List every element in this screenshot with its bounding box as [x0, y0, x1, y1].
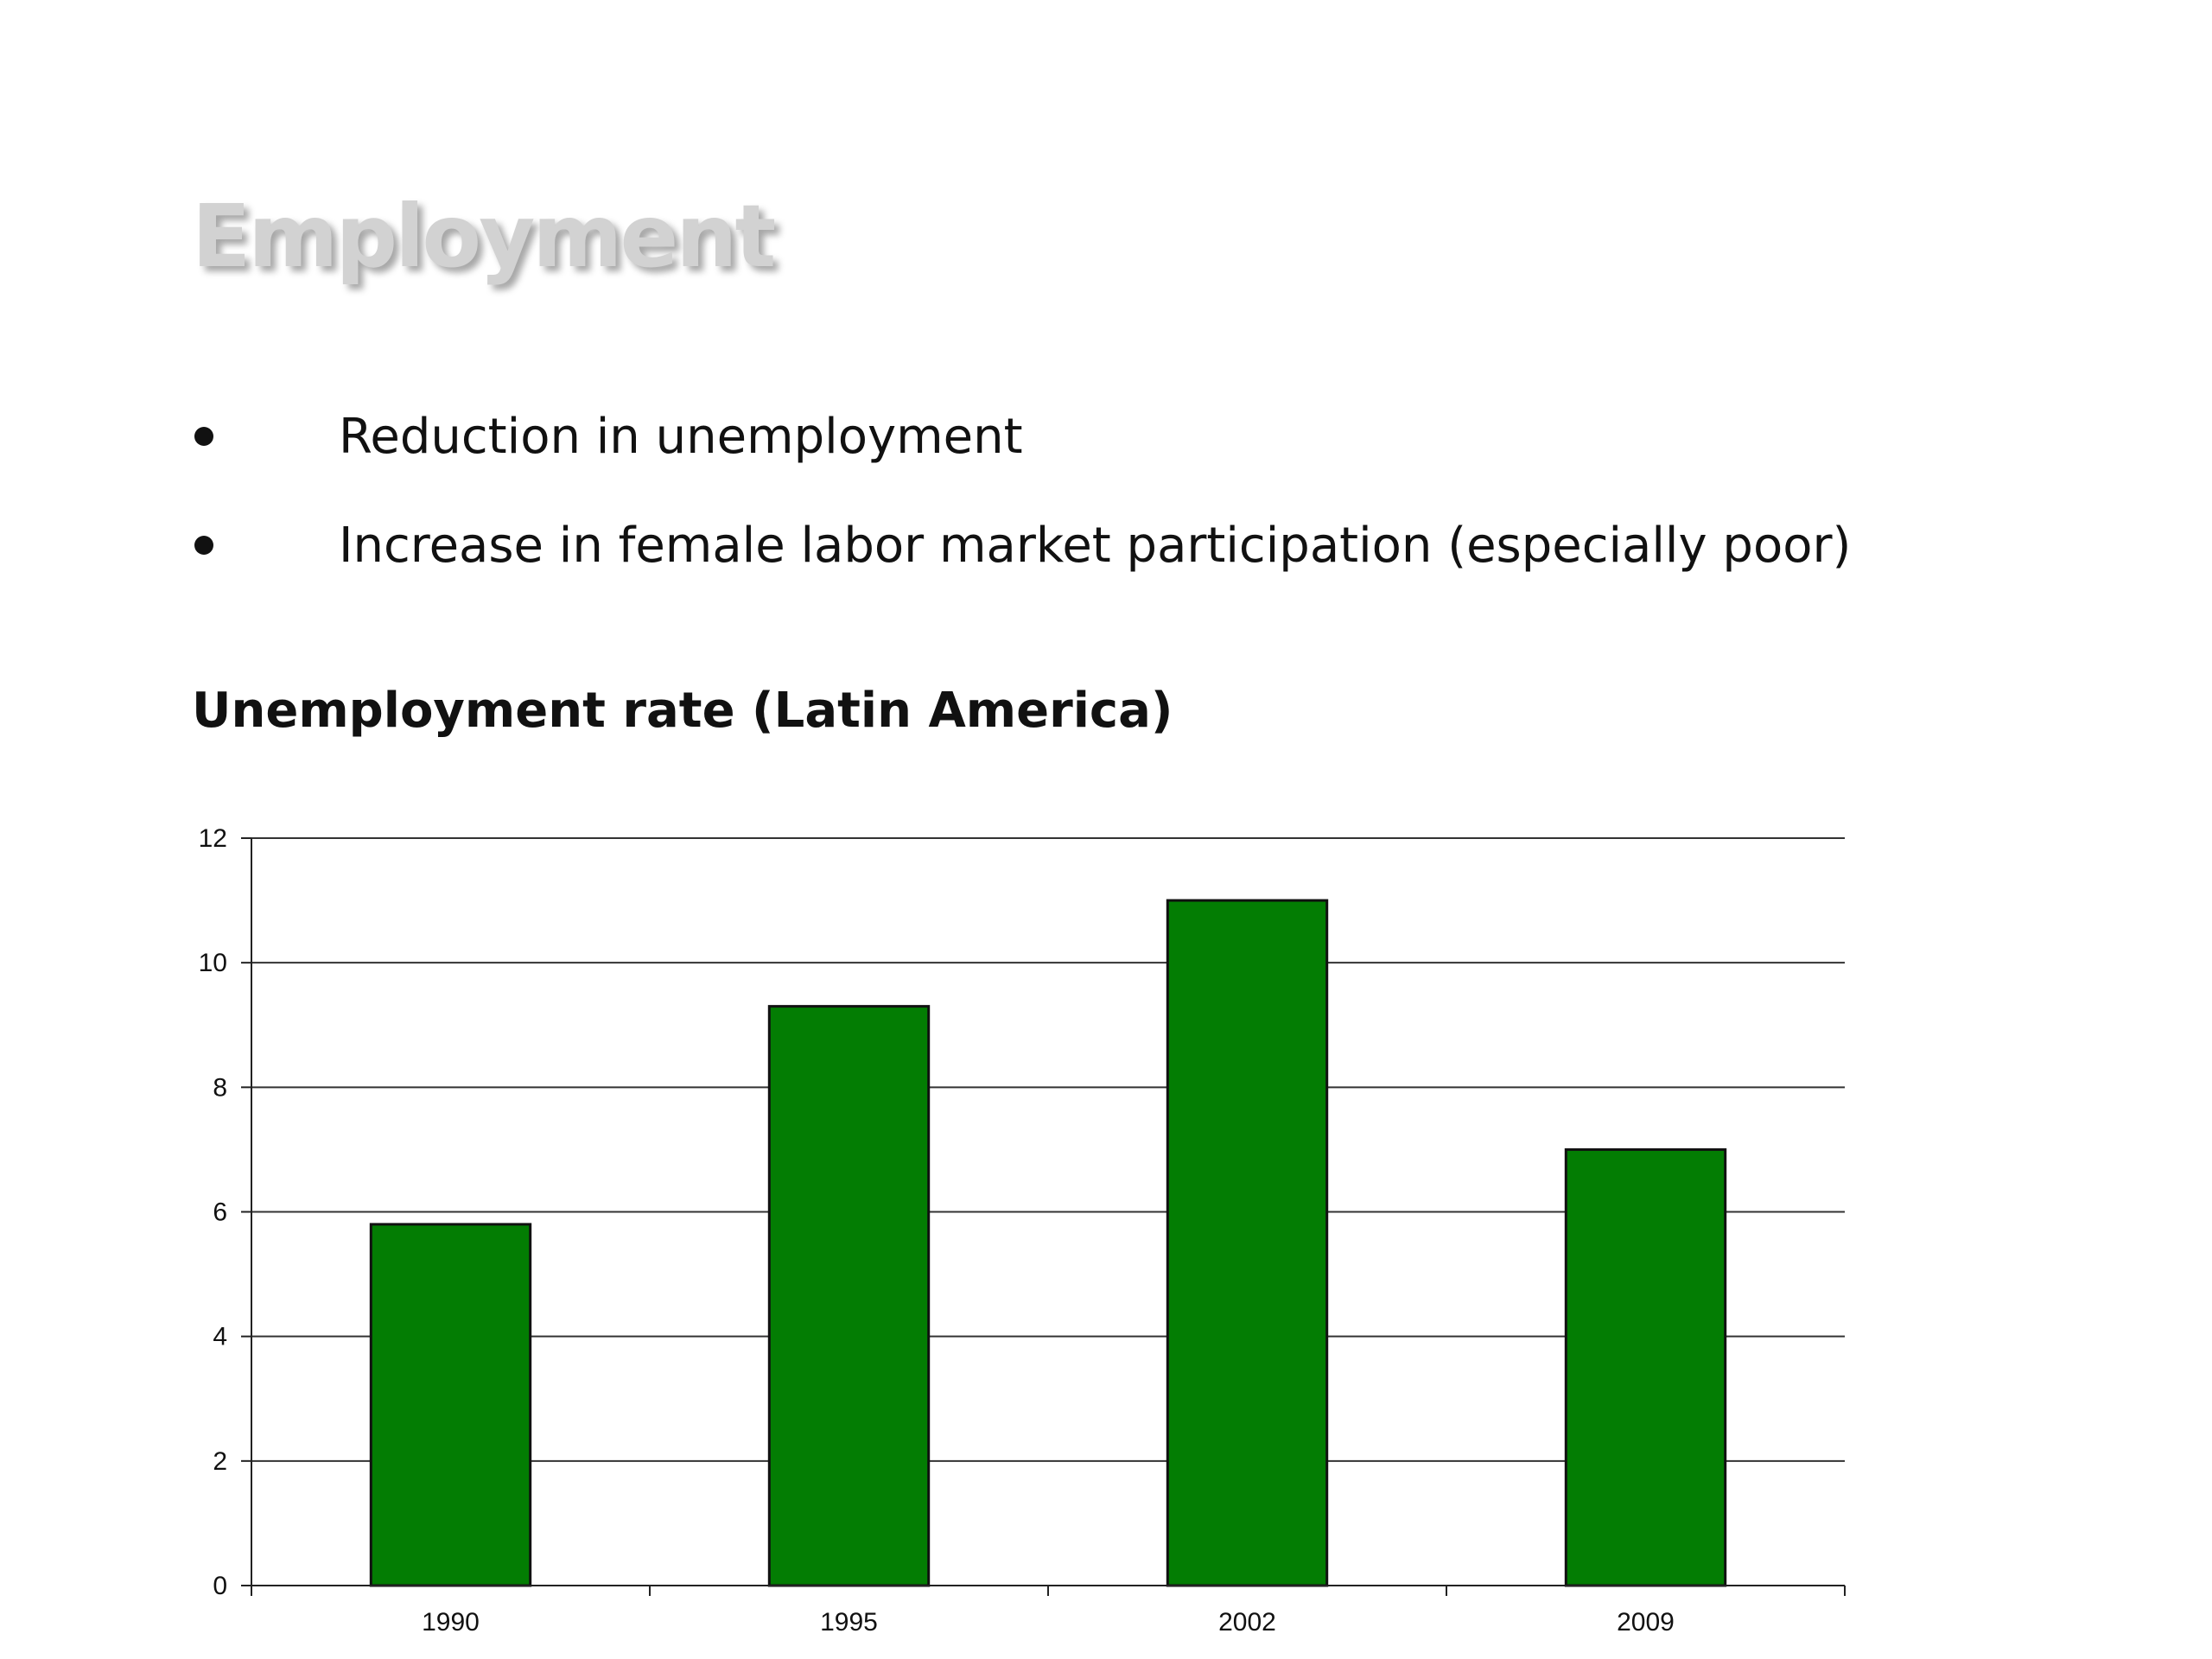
bar-2002 [1166, 899, 1329, 1587]
bullet-dot-icon [194, 427, 213, 446]
y-tick-label: 0 [213, 1572, 227, 1600]
y-tick-label: 6 [213, 1198, 227, 1227]
chart-title: Unemployment rate (Latin America) [192, 683, 1173, 739]
x-tick-label: 2002 [1218, 1608, 1276, 1637]
bar-1990 [369, 1223, 532, 1587]
bullet-text: Increase in female labor market particip… [339, 518, 1852, 574]
x-tick-label: 1990 [422, 1608, 480, 1637]
slide-title: Employment [192, 186, 776, 287]
bar-1995 [767, 1005, 931, 1587]
y-tick-label: 4 [213, 1323, 227, 1351]
x-tick-label: 2009 [1617, 1608, 1675, 1637]
chart-labels: 0 2 4 6 8 10 12 1990 1995 2002 2009 [199, 824, 1675, 1637]
bullet-dot-icon [194, 536, 213, 555]
chart-axes [241, 837, 1846, 1596]
chart-bars [369, 899, 1727, 1587]
y-tick-label: 2 [213, 1447, 227, 1476]
y-tick-label: 8 [213, 1073, 227, 1102]
y-tick-label: 10 [199, 949, 227, 977]
bullet-text: Reduction in unemployment [339, 409, 1023, 465]
y-tick-label: 12 [199, 824, 227, 853]
x-tick-label: 1995 [820, 1608, 878, 1637]
bar-2009 [1564, 1147, 1727, 1587]
